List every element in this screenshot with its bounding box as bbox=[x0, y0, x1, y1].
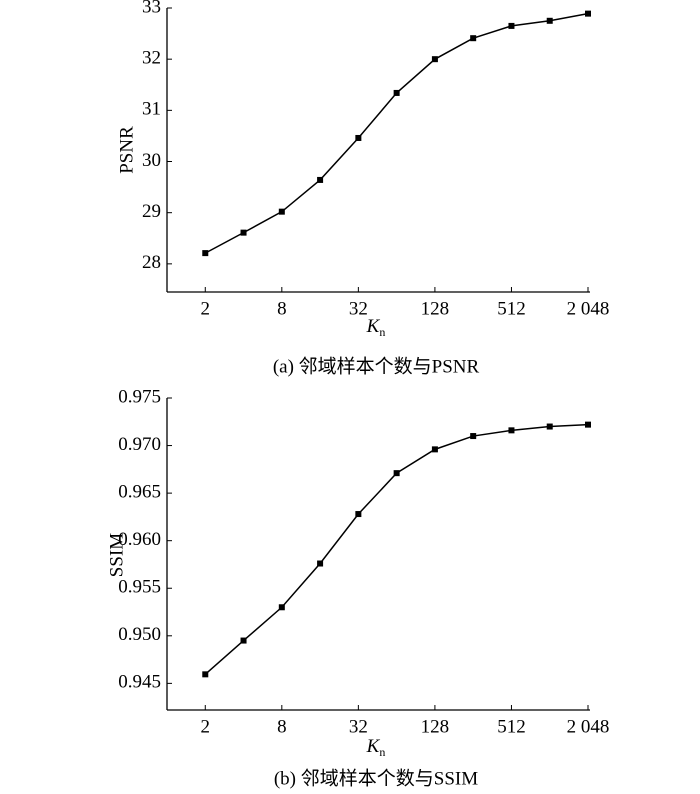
data-point bbox=[546, 423, 553, 430]
y-axis-label: PSNR bbox=[116, 126, 137, 174]
data-line bbox=[204, 12, 589, 254]
data-point bbox=[240, 229, 247, 236]
y-tick-label: 0.975 bbox=[118, 386, 161, 407]
x-tick-label: 8 bbox=[277, 298, 287, 319]
y-tick-label: 31 bbox=[142, 99, 161, 120]
x-axis-label-main: K bbox=[366, 316, 381, 337]
data-point bbox=[508, 22, 515, 29]
x-tick-label: 2 048 bbox=[567, 298, 610, 319]
data-point bbox=[470, 433, 477, 440]
data-point bbox=[431, 56, 438, 63]
data-point bbox=[546, 17, 553, 24]
caption: (a) 邻域样本个数与PSNR bbox=[273, 355, 480, 377]
y-tick-label: 32 bbox=[142, 48, 161, 69]
data-point bbox=[202, 250, 209, 257]
data-line bbox=[204, 423, 589, 675]
y-tick-label: 0.970 bbox=[118, 434, 161, 455]
x-axis-label: Kn bbox=[366, 316, 386, 338]
y-tick-label: 29 bbox=[142, 201, 161, 222]
x-tick-label: 512 bbox=[497, 298, 526, 319]
data-point bbox=[508, 427, 515, 434]
data-point bbox=[393, 89, 400, 96]
data-point bbox=[585, 421, 591, 428]
data-point bbox=[278, 604, 285, 611]
x-axis-label-sub: n bbox=[379, 745, 385, 759]
x-axis-label-main: K bbox=[366, 736, 381, 757]
y-tick-label: 0.965 bbox=[118, 481, 161, 502]
x-tick-label: 32 bbox=[349, 716, 368, 737]
x-tick-label: 512 bbox=[497, 716, 526, 737]
data-point bbox=[431, 446, 438, 453]
y-tick-label: 0.950 bbox=[118, 624, 161, 645]
data-point bbox=[240, 637, 247, 644]
y-tick-label: 0.945 bbox=[118, 672, 161, 693]
x-axis-label-sub: n bbox=[379, 325, 385, 339]
data-point bbox=[317, 560, 324, 567]
y-tick-label: 33 bbox=[142, 0, 161, 17]
data-point bbox=[470, 35, 477, 42]
x-tick-label: 8 bbox=[277, 716, 287, 737]
x-tick-label: 128 bbox=[421, 716, 450, 737]
caption: (b) 邻域样本个数与SSIM bbox=[274, 767, 478, 789]
x-axis-label: Kn bbox=[366, 736, 386, 758]
data-point bbox=[317, 176, 324, 183]
data-point bbox=[585, 10, 591, 17]
x-tick-label: 2 bbox=[201, 298, 211, 319]
x-tick-label: 2 bbox=[201, 716, 211, 737]
y-tick-label: 30 bbox=[142, 150, 161, 171]
y-axis-label: SSIM bbox=[106, 533, 127, 577]
x-tick-label: 32 bbox=[349, 298, 368, 319]
y-tick-label: 0.960 bbox=[118, 529, 161, 550]
data-point bbox=[278, 208, 285, 215]
data-point bbox=[355, 134, 362, 141]
y-tick-label: 28 bbox=[142, 252, 161, 273]
y-tick-label: 0.955 bbox=[118, 577, 161, 598]
x-tick-label: 2 048 bbox=[567, 716, 610, 737]
data-point bbox=[393, 470, 400, 477]
data-point bbox=[355, 511, 362, 518]
data-point bbox=[202, 671, 209, 678]
x-tick-label: 128 bbox=[421, 298, 450, 319]
